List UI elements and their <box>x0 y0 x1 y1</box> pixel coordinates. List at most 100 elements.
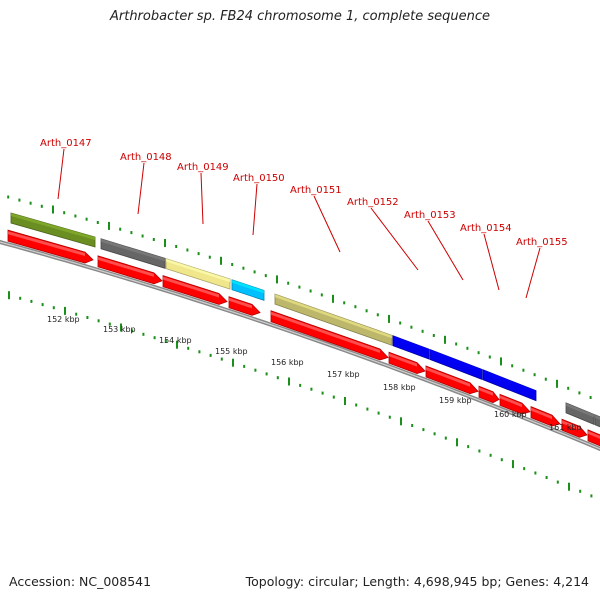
minor-tick <box>556 480 559 484</box>
minor-tick <box>466 346 469 350</box>
minor-tick <box>276 376 279 380</box>
minor-tick <box>388 415 391 419</box>
minor-tick <box>153 336 156 340</box>
minor-tick <box>85 217 88 221</box>
major-tick <box>120 323 122 332</box>
accession-text: Accession: NC_008541 <box>9 574 152 589</box>
major-tick <box>276 275 278 284</box>
minor-tick <box>432 334 435 337</box>
minor-tick <box>590 494 593 498</box>
minor-tick <box>108 322 111 326</box>
minor-tick <box>131 329 134 333</box>
minor-tick <box>488 355 491 359</box>
major-tick <box>232 358 234 367</box>
minor-tick <box>433 432 436 436</box>
minor-tick <box>287 281 290 285</box>
minor-tick <box>343 301 346 305</box>
minor-tick <box>410 325 413 329</box>
gene-label: Arth_0150 <box>233 173 285 184</box>
minor-tick <box>187 346 190 350</box>
feature-bar-highlight <box>393 335 429 353</box>
feature-bar-highlight <box>566 402 594 418</box>
minor-tick <box>354 305 357 309</box>
minor-tick <box>119 227 122 231</box>
feature-bar-highlight <box>166 258 230 283</box>
minor-tick <box>96 221 99 224</box>
leader-line <box>427 220 464 281</box>
major-tick <box>400 417 402 426</box>
major-tick <box>444 335 446 344</box>
minor-tick <box>253 270 256 274</box>
major-tick <box>568 482 570 491</box>
minor-tick <box>298 285 301 289</box>
minor-tick <box>18 198 21 202</box>
gene-label: Arth_0149 <box>177 162 229 173</box>
cds-arrow-highlight <box>500 395 522 408</box>
minor-tick <box>399 321 402 325</box>
cds-arrow-highlight <box>271 311 380 353</box>
backbone-line <box>0 239 600 452</box>
kbp-label: 153 kbp <box>103 325 136 334</box>
minor-tick <box>141 234 144 238</box>
kbp-label: 156 kbp <box>271 358 304 367</box>
feature-bar-highlight <box>11 213 95 240</box>
cds-arrow-highlight <box>389 353 417 367</box>
minor-tick <box>198 350 201 354</box>
feature-bar-highlight <box>275 294 392 339</box>
minor-tick <box>186 248 189 252</box>
kbp-label: 157 kbp <box>327 370 360 379</box>
label-leaders <box>57 148 541 299</box>
minor-tick <box>209 353 212 357</box>
gene-label: Arth_0155 <box>516 237 568 248</box>
minor-tick <box>511 364 514 368</box>
minor-tick <box>545 476 548 479</box>
minor-tick <box>376 313 379 317</box>
topology-summary: Topology: circular; Length: 4,698,945 bp… <box>245 574 589 589</box>
minor-tick <box>243 364 246 368</box>
major-tick <box>388 314 390 323</box>
cds-arrow-highlight <box>163 276 219 298</box>
major-tick <box>8 291 10 300</box>
major-tick <box>220 256 222 265</box>
minor-tick <box>579 489 582 493</box>
minor-tick <box>130 231 133 235</box>
minor-tick <box>63 211 66 215</box>
major-tick <box>164 239 166 247</box>
minor-tick <box>231 263 234 266</box>
kbp-label: 158 kbp <box>383 383 416 392</box>
minor-tick <box>478 449 481 453</box>
leader-line <box>57 148 65 200</box>
minor-tick <box>208 255 211 259</box>
minor-tick <box>321 391 324 395</box>
minor-tick <box>578 391 581 395</box>
major-tick <box>512 460 514 469</box>
minor-tick <box>52 306 55 310</box>
cds-arrow-highlight <box>562 420 580 431</box>
kbp-label: 152 kbp <box>47 315 80 324</box>
minor-tick <box>365 309 368 313</box>
minor-tick <box>534 471 537 475</box>
minor-tick <box>411 424 414 427</box>
cds-arrow-highlight <box>531 407 552 420</box>
kbp-label: 154 kbp <box>159 336 192 345</box>
feature-bar-highlight <box>101 238 165 262</box>
leader-line <box>525 247 541 299</box>
feature-bar-highlight <box>232 279 264 294</box>
minor-tick <box>74 214 77 218</box>
backbone-highlight <box>0 241 600 450</box>
minor-tick <box>421 329 424 333</box>
leader-line <box>313 195 341 253</box>
minor-tick <box>455 342 458 346</box>
minor-tick <box>444 436 447 440</box>
kbp-label: 159 kbp <box>439 396 472 405</box>
feature-bars <box>10 212 600 428</box>
leader-line <box>483 233 500 291</box>
major-tick <box>52 205 54 214</box>
minor-tick <box>41 303 44 307</box>
minor-tick <box>164 339 167 343</box>
feature-bar-highlight <box>483 369 536 394</box>
kbp-labels: 152 kbp 153 kbp 154 kbp 155 kbp 156 kbp 157 k… <box>47 315 582 432</box>
minor-tick <box>309 289 312 293</box>
cds-arrows <box>7 229 600 447</box>
